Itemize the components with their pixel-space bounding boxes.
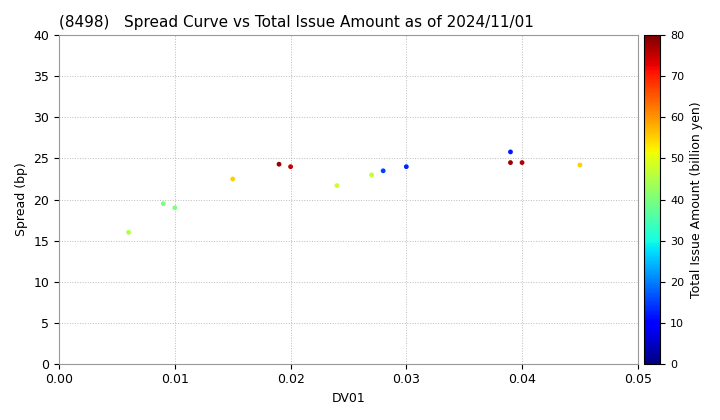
Point (574, 162, 585, 168)
Point (505, 159, 516, 166)
Point (123, 229, 135, 236)
Point (169, 205, 181, 211)
Point (331, 182, 343, 189)
Point (505, 149, 516, 155)
Y-axis label: Total Issue Amount (billion yen): Total Issue Amount (billion yen) (690, 101, 703, 298)
Point (366, 171, 377, 178)
Point (377, 168, 389, 174)
Y-axis label: Spread (bp): Spread (bp) (15, 163, 28, 236)
Point (285, 163, 297, 170)
Point (400, 163, 412, 170)
Point (516, 159, 528, 166)
X-axis label: DV01: DV01 (332, 392, 365, 405)
Text: (8498)   Spread Curve vs Total Issue Amount as of 2024/11/01: (8498) Spread Curve vs Total Issue Amoun… (59, 15, 534, 30)
Point (227, 176, 238, 182)
Point (274, 161, 285, 168)
Point (158, 200, 169, 207)
